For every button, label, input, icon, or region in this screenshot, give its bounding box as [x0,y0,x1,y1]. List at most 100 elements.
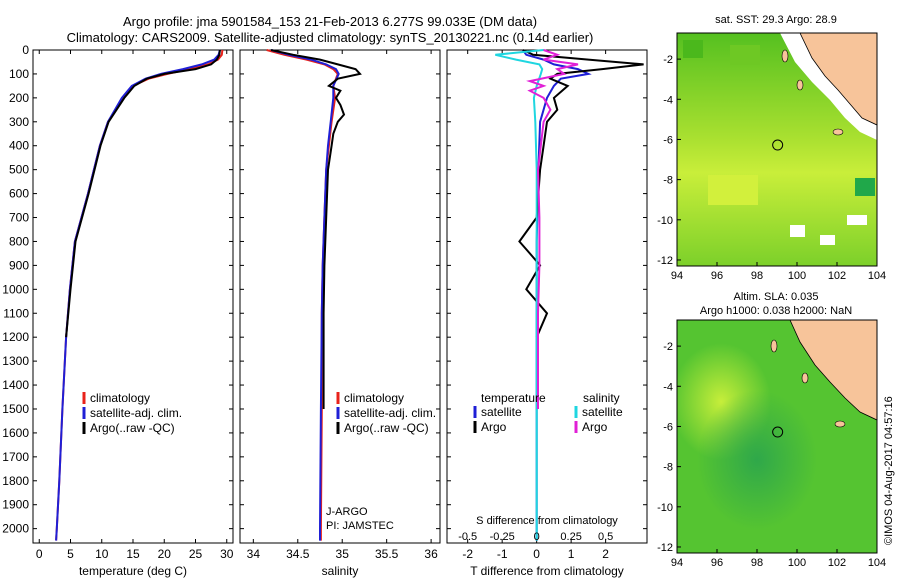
legend-label: satellite-adj. clim. [90,406,182,420]
island [796,79,804,91]
argo-location-marker [772,426,784,438]
island [801,372,809,384]
chart-marks-layer: 0100200300400500600700800900100011001200… [2,43,886,569]
y-tick-label: 500 [9,163,29,177]
map-x-tick-label: 104 [868,557,886,569]
salinity-xlabel: salinity [322,564,359,578]
x-tick-label: 2 [602,547,609,561]
sumatra-land [799,33,877,126]
temperature-xlabel: temperature (deg C) [79,564,187,578]
map-y-tick-label: -12 [657,542,673,554]
y-tick-label: 800 [9,234,29,248]
map-x-tick-label: 98 [751,270,763,282]
y-tick-label: 1600 [2,426,29,440]
map-y-tick-label: -10 [657,215,673,227]
map-x-tick-label: 100 [788,270,806,282]
island [834,420,846,428]
map-x-tick-label: 102 [828,270,846,282]
map-y-tick-label: -2 [663,54,673,66]
legend-label: satellite [582,405,623,419]
y-tick-label: 0 [22,43,29,57]
map-y-tick-label: -8 [663,462,673,474]
x-tick-label: 25 [189,547,203,561]
legend-label: Argo [582,420,608,434]
sst-patch [708,175,758,205]
legend-label: climatology [344,391,404,405]
difference-xlabel: T difference from climatology [470,564,624,578]
series-line-salinity-argo [526,49,579,409]
sla-map: Altim. SLA: 0.035 Argo h1000: 0.038 h200… [676,291,878,554]
y-tick-label: 200 [9,91,29,105]
x2-tick-label: -0.5 [458,531,477,543]
series-line-climatology [266,49,339,541]
series-line-salinity-satellite [495,49,544,541]
y-tick-label: 1700 [2,450,29,464]
x-tick-label: 0 [36,547,43,561]
map-y-tick-label: -6 [663,421,673,433]
sst-map: sat. SST: 29.3 Argo: 28.9 [676,14,878,267]
annotation-j-argo: J-ARGO [326,506,368,518]
argo-location-marker [772,139,784,151]
legend-label: Argo(..raw -QC) [344,421,429,435]
y-tick-label: 1900 [2,498,29,512]
x-tick-label: 10 [95,547,109,561]
sst-missing-patch [820,235,835,245]
map-y-tick-label: -2 [663,341,673,353]
legend-label: Argo [481,420,507,434]
map-x-tick-label: 102 [828,557,846,569]
sst-patch [683,40,703,58]
difference-x2label: S difference from climatology [476,515,618,527]
figure-title-line2: Climatology: CARS2009. Satellite-adjuste… [67,30,594,45]
map-y-tick-label: -4 [663,381,673,393]
series-line-argo-raw-qc- [65,49,221,338]
x2-tick-label: 0.25 [560,531,581,543]
map-x-tick-label: 94 [671,270,683,282]
x-tick-label: 36 [424,547,438,561]
annotation-pi: PI: JAMSTEC [326,520,394,532]
legend-label: Argo(..raw -QC) [90,421,175,435]
legend-label: satellite [481,405,522,419]
sst-patch [855,178,875,196]
map-y-tick-label: -10 [657,502,673,514]
x-tick-label: 15 [126,547,140,561]
series-line-satellite-adj-clim- [55,49,221,541]
y-tick-label: 1400 [2,378,29,392]
series-line-climatology [55,49,224,541]
figure-title-line1: Argo profile: jma 5901584_153 21-Feb-201… [123,14,537,29]
series-line-satellite-adj-clim- [270,49,340,541]
legend-label: satellite-adj. clim. [344,406,436,420]
difference-panel-frame [446,49,648,544]
x-tick-label: 5 [67,547,74,561]
legend-title-salinity: salinity [583,391,620,405]
island [781,49,789,63]
map-x-tick-label: 94 [671,557,683,569]
x-tick-label: 35.5 [375,547,399,561]
y-tick-label: 1300 [2,354,29,368]
sst-missing-patch [847,215,867,225]
temperature-panel-frame [32,49,234,544]
map-y-tick-label: -4 [663,94,673,106]
island [770,339,778,353]
series-line-temperature-argo [518,49,644,338]
x-tick-label: 0 [533,547,540,561]
y-tick-label: 700 [9,211,29,225]
x2-tick-label: 0.5 [598,531,613,543]
map-x-tick-label: 96 [711,557,723,569]
x2-tick-label: 0 [534,531,540,543]
map-x-tick-label: 96 [711,270,723,282]
x-tick-label: -2 [462,547,473,561]
x-tick-label: 34.5 [286,547,310,561]
map-y-tick-label: -8 [663,175,673,187]
sla-map-frame [676,319,878,554]
x-tick-label: 20 [158,547,172,561]
sst-map-frame [676,32,878,267]
y-tick-label: 1100 [3,306,29,320]
map-y-tick-label: -6 [663,134,673,146]
imos-timestamp: ©IMOS 04-Aug-2017 04:57:16 [883,396,895,545]
y-tick-label: 300 [9,115,29,129]
sumatra-land [789,320,877,421]
x-tick-label: 1 [568,547,575,561]
map-x-tick-label: 98 [751,557,763,569]
x-tick-label: -1 [497,547,508,561]
